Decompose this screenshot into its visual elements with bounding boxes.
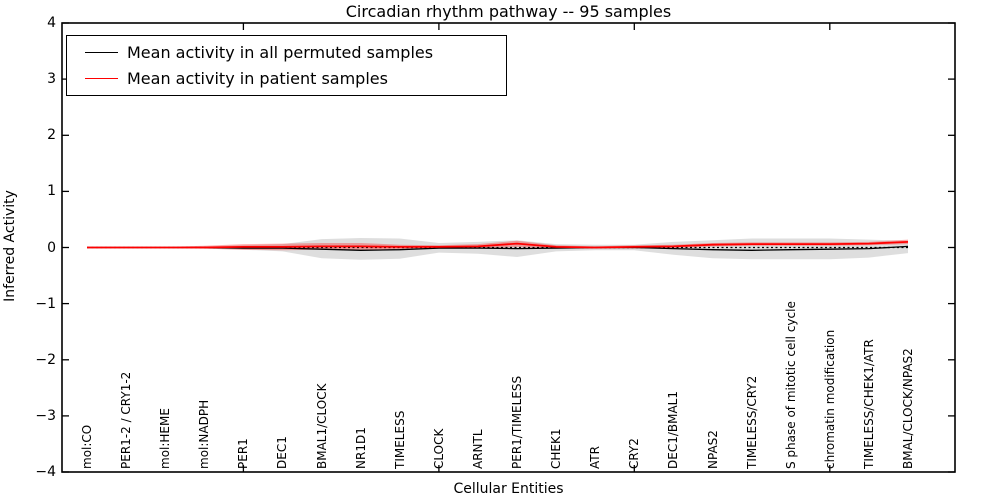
chart-title: Circadian rhythm pathway -- 95 samples <box>345 2 672 21</box>
x-tick-label: mol:NADPH <box>197 399 212 469</box>
legend-entry-permuted: Mean activity in all permuted samples <box>85 43 506 62</box>
x-tick-label: DEC1/BMAL1 <box>666 391 681 469</box>
red-line-swatch <box>85 78 118 79</box>
y-tick-label: 2 <box>47 127 56 144</box>
black-line-swatch <box>85 52 118 53</box>
x-tick-label: BMAL1/CLOCK <box>314 383 329 470</box>
x-tick-label: NR1D1 <box>353 427 368 469</box>
y-tick-label: 4 <box>47 15 56 31</box>
x-tick-label: TIMELESS <box>392 410 407 469</box>
x-tick-label: PER1/TIMELESS <box>510 375 525 469</box>
x-tick-label: mol:HEME <box>158 408 173 469</box>
legend: Mean activity in all permuted samples Me… <box>66 35 507 96</box>
y-tick-label: −3 <box>35 407 56 424</box>
x-tick-label: ARNTL <box>470 429 485 469</box>
x-tick-label: ATR <box>588 446 603 469</box>
x-tick-label: CRY2 <box>627 438 642 469</box>
x-tick-label: TIMELESS/CRY2 <box>744 375 759 469</box>
y-tick-label: −4 <box>35 464 56 480</box>
legend-label: Mean activity in patient samples <box>127 69 388 88</box>
x-tick-label: S phase of mitotic cell cycle <box>783 301 798 469</box>
x-tick-label: NPAS2 <box>705 430 720 469</box>
x-tick-label: DEC1 <box>275 436 290 469</box>
x-tick-label: PER1 <box>236 438 251 469</box>
y-tick-label: 0 <box>47 239 56 256</box>
x-axis-label: Cellular Entities <box>453 481 564 497</box>
x-tick-label: chromatin modification <box>822 329 837 469</box>
x-tick-label: mol:CO <box>80 424 94 469</box>
y-tick-label: −1 <box>35 295 56 312</box>
y-tick-label: −2 <box>35 351 56 368</box>
x-tick-label: PER1-2 / CRY1-2 <box>119 371 134 469</box>
x-tick-label: TIMELESS/CHEK1/ATR <box>861 339 876 469</box>
x-tick-label: BMAL/CLOCK/NPAS2 <box>901 348 915 469</box>
y-tick-label: 3 <box>47 71 56 88</box>
x-tick-label: CLOCK <box>431 428 446 469</box>
legend-label: Mean activity in all permuted samples <box>127 43 434 62</box>
x-tick-label: CHEK1 <box>549 428 564 470</box>
y-tick-label: 1 <box>47 183 56 200</box>
series-line <box>87 241 909 249</box>
legend-entry-patient: Mean activity in patient samples <box>85 69 506 88</box>
